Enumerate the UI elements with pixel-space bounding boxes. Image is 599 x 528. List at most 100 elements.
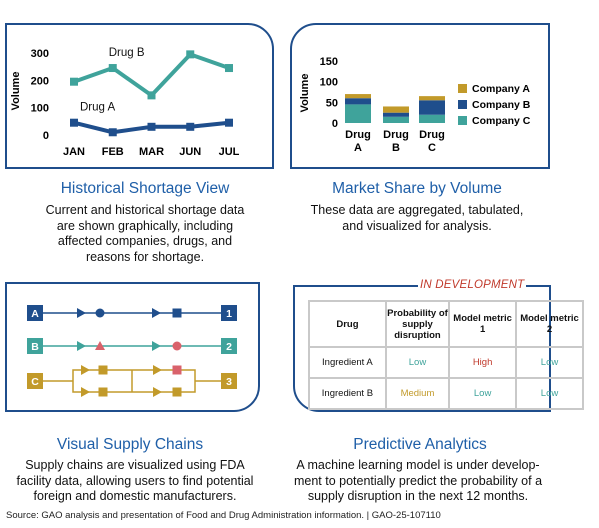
data-point (186, 50, 195, 59)
cell-drug: Ingredient B (308, 377, 387, 410)
desc-line: reasons for shortage. (85, 249, 205, 264)
y-tick-label: 300 (31, 48, 49, 60)
y-tick-label: 50 (326, 97, 338, 109)
cell-prob: Low (384, 346, 451, 379)
bar-segment (419, 100, 445, 115)
arrow-marker (152, 308, 161, 318)
y-axis-label: Volume (10, 72, 22, 111)
x-tick-label: Drug (345, 129, 371, 141)
arrow-marker (81, 387, 90, 397)
y-axis-label: Volume (299, 74, 311, 113)
data-point (70, 77, 78, 86)
data-point (108, 128, 117, 137)
bar-segment (345, 104, 371, 123)
cell-drug: Ingredient A (308, 346, 387, 379)
x-tick-label: C (428, 142, 436, 154)
source-note: Source: GAO analysis and presentation of… (6, 510, 441, 521)
node-label: 1 (226, 308, 232, 320)
y-tick-label: 200 (31, 75, 49, 87)
node-box (27, 338, 43, 354)
legend-label: Company C (472, 115, 531, 127)
bar-segment (383, 116, 409, 123)
data-point (108, 64, 117, 73)
bar-segment (383, 106, 409, 113)
line-chart: Volume 0 100 200 300 JAN FEB MAR JUN JUL Drug B Dru… (10, 47, 240, 158)
historical-shortage-desc: Current and historical shortage data are… (0, 203, 290, 265)
node-box (221, 305, 237, 321)
data-point (147, 122, 156, 131)
bar-segment (419, 96, 445, 101)
desc-line: facility data, allowing users to find po… (16, 473, 254, 488)
series-label: Drug A (80, 102, 115, 114)
facility-square (172, 365, 182, 375)
arrow-marker (152, 341, 161, 351)
y-tick-label: 0 (43, 130, 49, 142)
facility-circle (95, 308, 105, 318)
cell-m2: Low (515, 377, 584, 410)
legend-swatch (458, 84, 467, 93)
x-tick-label: JAN (63, 146, 85, 158)
desc-line: supply disruption in the next 12 months. (307, 489, 529, 503)
arrow-marker (153, 365, 162, 375)
arrow-marker (77, 341, 86, 351)
col-metric-1: Model metric 1 (448, 300, 518, 348)
y-tick-label: 150 (320, 56, 338, 68)
y-tick-label: 100 (31, 103, 49, 115)
desc-line: A machine learning model is under develo… (296, 458, 540, 472)
facility-square (172, 387, 182, 397)
facility-square (98, 365, 108, 375)
desc-line: ment to potentially predict the probabil… (293, 473, 543, 488)
data-point (186, 122, 195, 131)
col-probability: Probability of supply disruption (384, 300, 451, 348)
col-drug: Drug (308, 300, 387, 348)
bar-segment (345, 98, 371, 105)
desc-line: are shown graphically, including (56, 218, 234, 233)
x-tick-label: FEB (102, 146, 124, 158)
data-point (70, 118, 78, 127)
series-label: Drug B (109, 47, 145, 59)
node-label: C (31, 376, 39, 388)
chain-branch (72, 369, 196, 393)
cell-m1: High (448, 346, 518, 379)
node-box (221, 373, 237, 389)
historical-shortage-title: Historical Shortage View (60, 180, 230, 197)
predictive-table: Drug Probability of supply disruption Mo… (308, 300, 584, 410)
node-label: A (31, 308, 39, 320)
table-row: Ingredient A Low High Low (308, 346, 584, 379)
cell-m2: Low (515, 346, 584, 379)
bar-segment (419, 114, 445, 123)
legend-swatch (458, 100, 467, 109)
table-header-row: Drug Probability of supply disruption Mo… (308, 300, 584, 348)
x-tick-label: MAR (139, 146, 164, 158)
market-share-title: Market Share by Volume (332, 180, 502, 197)
predictive-title: Predictive Analytics (353, 436, 487, 453)
arrow-marker (81, 365, 90, 375)
historical-shortage-panel: Volume 0 100 200 300 JAN FEB MAR JUN JUL Drug B Dru… (5, 23, 274, 169)
desc-line: Current and historical shortage data (45, 203, 245, 217)
desc-line: foreign and domestic manufacturers. (33, 489, 237, 503)
y-tick-label: 100 (320, 77, 338, 89)
cell-m1: Low (448, 377, 518, 410)
supply-chain-diagram: A 1 B 2 C 3 (27, 305, 237, 397)
legend-label: Company B (472, 99, 531, 111)
col-metric-2: Model metric 2 (515, 300, 584, 348)
supply-chain-title: Visual Supply Chains (56, 436, 204, 453)
arrow-marker (77, 308, 86, 318)
desc-line: These data are aggregated, tabulated, (310, 203, 524, 217)
bar-segment (345, 94, 371, 99)
data-point (147, 91, 156, 100)
x-tick-label: B (392, 142, 400, 154)
data-point (225, 64, 233, 73)
desc-line: Supply chains are visualized using FDA (25, 458, 245, 472)
node-box (221, 338, 237, 354)
series-line (73, 52, 230, 98)
desc-line: and visualized for analysis. (342, 218, 492, 233)
facility-circle (172, 341, 182, 351)
in-development-badge: IN DEVELOPMENT (418, 279, 527, 291)
arrow-marker (153, 387, 162, 397)
predictive-desc: A machine learning model is under develo… (272, 458, 564, 505)
node-label: 2 (226, 341, 232, 353)
y-tick-label: 0 (332, 118, 338, 130)
